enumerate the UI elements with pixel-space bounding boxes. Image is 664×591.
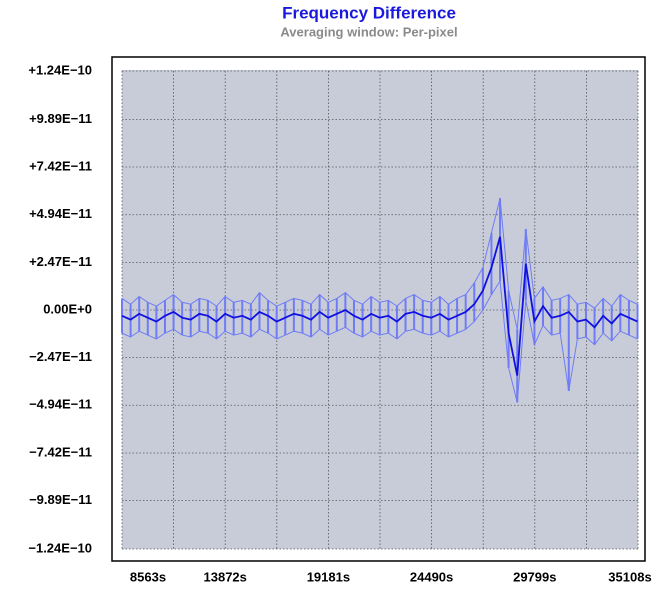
- x-tick-label: 13872s: [204, 569, 247, 584]
- y-tick-label: +4.94E−11: [29, 206, 92, 221]
- y-tick-label: −1.24E−10: [28, 540, 92, 555]
- y-tick-label: −4.94E−11: [29, 397, 92, 412]
- chart-subtitle: Averaging window: Per-pixel: [280, 24, 457, 39]
- y-tick-label: +1.24E−10: [28, 62, 92, 77]
- y-tick-label: −7.42E−11: [29, 444, 92, 459]
- y-tick-label: −9.89E−11: [29, 492, 92, 507]
- data-line: [121, 236, 638, 376]
- y-tick-label: +9.89E−11: [29, 111, 92, 126]
- x-tick-label: 29799s: [513, 569, 556, 584]
- range-line: [121, 279, 638, 403]
- y-tick-label: +2.47E−11: [29, 254, 92, 269]
- y-tick-label: +7.42E−11: [29, 158, 92, 173]
- y-tick-label: −2.47E−11: [29, 349, 92, 364]
- x-tick-label: 8563s: [130, 569, 166, 584]
- y-tick-label: 0.00E+0: [43, 301, 92, 316]
- range-line: [121, 198, 638, 330]
- x-tick-label: 19181s: [307, 569, 350, 584]
- x-tick-label: 24490s: [410, 569, 453, 584]
- chart-title: Frequency Difference: [282, 3, 456, 22]
- x-tick-label: 35108s: [608, 569, 651, 584]
